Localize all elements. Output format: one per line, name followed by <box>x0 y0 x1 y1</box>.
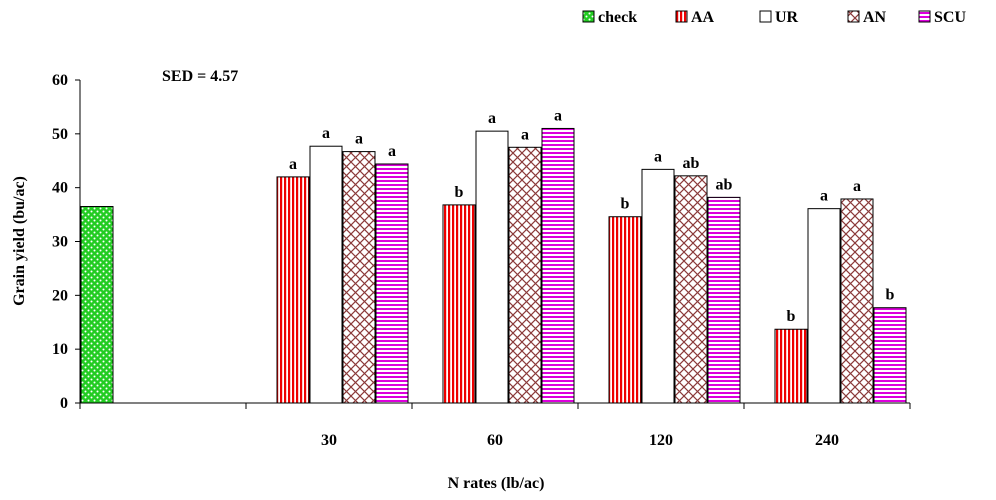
bar-letter-label: a <box>355 131 363 148</box>
bar-letter-label: a <box>521 126 529 143</box>
bar-letter-label: a <box>820 188 828 205</box>
y-tick-label: 40 <box>52 180 68 197</box>
bar-letter-label: ab <box>683 155 700 172</box>
bar-letter-label: a <box>289 156 297 173</box>
y-tick-label: 0 <box>60 395 68 412</box>
bars <box>80 127 907 404</box>
legend-label-check: check <box>598 9 637 26</box>
legend: check AA UR AN SCU <box>582 9 966 26</box>
legend-swatch-ur <box>759 10 772 23</box>
y-tick-label: 10 <box>52 341 68 358</box>
bar-scu <box>707 196 741 404</box>
bar-letter-label: a <box>654 148 662 165</box>
x-tick-label: 240 <box>815 432 839 449</box>
x-ticks: 30 60 120 240 <box>79 403 911 449</box>
legend-label-aa: AA <box>691 9 715 26</box>
bar-letter-label: ab <box>716 176 733 193</box>
x-axis-label: N rates (lb/ac) <box>448 475 545 492</box>
bar-an <box>342 151 376 404</box>
legend-swatch-an <box>847 10 860 23</box>
bar-letter-label: b <box>886 287 895 304</box>
bar-letter-label: a <box>488 110 496 127</box>
bar-an <box>508 146 542 404</box>
bar-scu <box>375 163 409 404</box>
y-tick-label: 50 <box>52 126 68 143</box>
bar-an <box>674 175 708 404</box>
x-tick-label: 30 <box>321 432 337 449</box>
legend-swatch-aa <box>675 10 688 23</box>
x-tick-label: 120 <box>649 432 673 449</box>
y-tick-label: 20 <box>52 287 68 304</box>
bar-letter-label: a <box>388 143 396 160</box>
x-tick-label: 60 <box>487 432 503 449</box>
bar-ur <box>309 145 343 404</box>
y-axis: 0 10 20 30 40 50 60 <box>52 72 81 412</box>
y-tick-label: 30 <box>52 234 68 251</box>
bar-letter-label: b <box>455 184 464 201</box>
bar-ur <box>807 208 841 404</box>
y-tick-label: 60 <box>52 72 68 89</box>
x-axis: 30 60 120 240 <box>79 402 911 449</box>
bar-letter-label: a <box>853 178 861 195</box>
y-ticks: 0 10 20 30 40 50 60 <box>52 72 80 412</box>
legend-swatch-scu <box>918 10 931 23</box>
bar-an <box>840 198 874 404</box>
bar-aa <box>442 204 476 404</box>
y-axis-label: Grain yield (bu/ac) <box>11 176 28 306</box>
bar-aa <box>276 176 310 404</box>
bar-ur <box>475 130 509 404</box>
legend-swatch-check <box>582 10 595 23</box>
legend-label-an: AN <box>863 9 887 26</box>
legend-label-scu: SCU <box>934 9 966 26</box>
bar-aa <box>608 216 642 404</box>
bar-ur <box>641 168 675 404</box>
bar-letter-label: a <box>554 107 562 124</box>
bar-scu <box>873 307 907 404</box>
sed-annotation: SED = 4.57 <box>162 68 238 85</box>
bar-letter-label: a <box>322 125 330 142</box>
bar-check <box>80 206 114 404</box>
bar-aa <box>774 328 808 404</box>
bar-letter-label: b <box>621 196 630 213</box>
bar-scu <box>541 127 575 404</box>
legend-label-ur: UR <box>775 9 799 26</box>
bar-letter-label: b <box>787 308 796 325</box>
